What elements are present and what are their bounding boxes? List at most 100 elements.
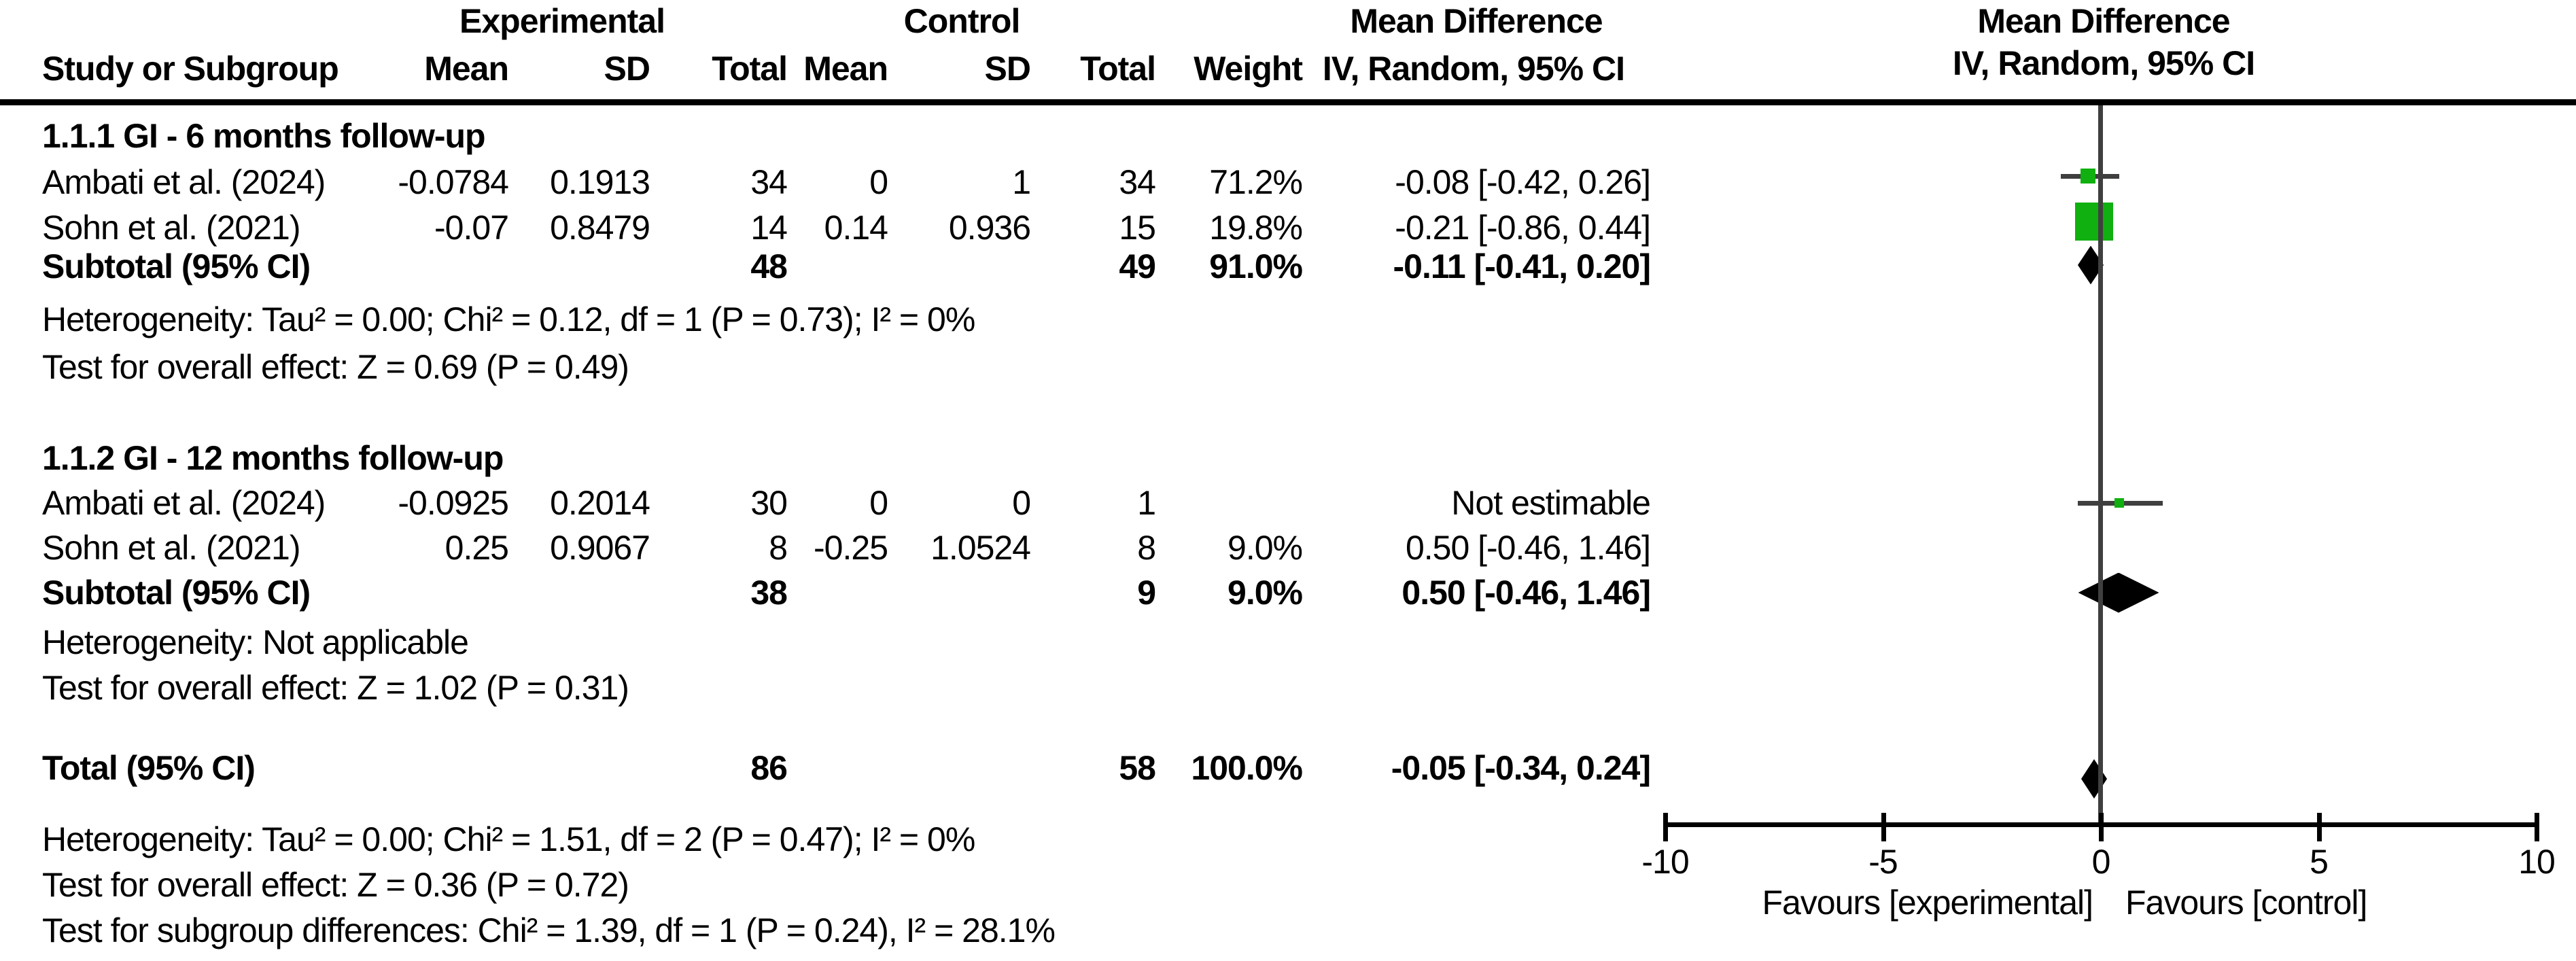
overall-effect-text: Test for overall effect: Z = 1.02 (P = 0…: [42, 669, 629, 707]
ci-text: -0.05 [-0.34, 0.24]: [1391, 749, 1651, 787]
study-row: Sohn et al. (2021) -0.07 0.8479 14 0.14 …: [0, 205, 2576, 250]
heterogeneity-text: Heterogeneity: Tau² = 0.00; Chi² = 1.51,…: [42, 820, 975, 858]
heterogeneity-line: Heterogeneity: Not applicable: [0, 620, 2576, 665]
study-row: Ambati et al. (2024) -0.0925 0.2014 30 0…: [0, 480, 2576, 525]
subgroup-differences-line: Test for subgroup differences: Chi² = 1.…: [0, 908, 2576, 953]
axis-tick-label: -5: [1868, 843, 1898, 881]
plot-subtitle: IV, Random, 95% CI: [1952, 44, 2255, 82]
subgroup-heading: 1.1.2 GI - 12 months follow-up: [0, 436, 2576, 480]
favours-experimental-label: Favours [experimental]: [1762, 884, 2093, 922]
ci-text: Not estimable: [1451, 484, 1651, 522]
subgroup-differences-text: Test for subgroup differences: Chi² = 1.…: [42, 911, 1056, 949]
sd-exp: 0.2014: [550, 484, 650, 522]
axis-tick-label: 0: [2091, 843, 2111, 881]
ci-text: 0.50 [-0.46, 1.46]: [1402, 574, 1651, 612]
weight: 9.0%: [1228, 529, 1303, 567]
study-label: Ambati et al. (2024): [42, 484, 326, 522]
ci-text: -0.11 [-0.41, 0.20]: [1393, 247, 1651, 285]
mean-ctl: -0.25: [814, 529, 888, 567]
total-ctl: 1: [1137, 484, 1156, 522]
total-row: Total (95% CI) 86 58 100.0% -0.05 [-0.34…: [0, 746, 2576, 790]
total-ctl: 9: [1137, 574, 1156, 612]
heterogeneity-text: Heterogeneity: Not applicable: [42, 623, 469, 661]
total-exp: 8: [769, 529, 788, 567]
mean-ctl: 0: [869, 163, 888, 201]
sd-exp: 0.1913: [550, 163, 650, 201]
weight: 19.8%: [1209, 209, 1303, 247]
heterogeneity-line: Heterogeneity: Tau² = 0.00; Chi² = 1.51,…: [0, 817, 2576, 862]
total-exp: 38: [750, 574, 788, 612]
total-ctl: 8: [1137, 529, 1156, 567]
overall-effect-text: Test for overall effect: Z = 0.69 (P = 0…: [42, 348, 629, 386]
overall-effect-line: Test for overall effect: Z = 1.02 (P = 0…: [0, 665, 2576, 710]
axis-tick: [2316, 813, 2322, 841]
overall-effect-line: Test for overall effect: Z = 0.69 (P = 0…: [0, 345, 2576, 389]
effect-measure-header: Mean Difference: [1350, 2, 1603, 40]
ci-text: -0.21 [-0.86, 0.44]: [1395, 209, 1651, 247]
weight: 71.2%: [1209, 163, 1303, 201]
study-row: Ambati et al. (2024) -0.0784 0.1913 34 0…: [0, 160, 2576, 205]
sd-ctl: 1.0524: [930, 529, 1031, 567]
study-label: Ambati et al. (2024): [42, 163, 326, 201]
total-exp: 30: [750, 484, 788, 522]
heterogeneity-text: Heterogeneity: Tau² = 0.00; Chi² = 0.12,…: [42, 300, 975, 338]
total-exp: 34: [750, 163, 788, 201]
study-point-square: [2075, 203, 2113, 241]
total-ctl: 34: [1119, 163, 1156, 201]
col-sd-exp: SD: [604, 50, 650, 88]
subgroup-heading-label: 1.1.1 GI - 6 months follow-up: [42, 117, 486, 155]
axis-tick: [2535, 813, 2539, 841]
subgroup-heading: 1.1.1 GI - 6 months follow-up: [0, 113, 2576, 158]
axis-tick: [1881, 813, 1886, 841]
mean-ctl: 0: [869, 484, 888, 522]
study-label: Sohn et al. (2021): [42, 209, 300, 247]
col-ci: IV, Random, 95% CI: [1322, 50, 1625, 88]
col-mean-ctl: Mean: [803, 50, 888, 88]
col-total-ctl: Total: [1080, 50, 1156, 88]
subtotal-row: Subtotal (95% CI) 48 49 91.0% -0.11 [-0.…: [0, 244, 2576, 289]
mean-exp: -0.07: [434, 209, 509, 247]
mean-exp: -0.0925: [398, 484, 509, 522]
sd-exp: 0.8479: [550, 209, 650, 247]
favours-control-label: Favours [control]: [2125, 884, 2367, 922]
total-ctl: 49: [1119, 247, 1156, 285]
sd-ctl: 0.936: [948, 209, 1031, 247]
subgroup-heading-label: 1.1.2 GI - 12 months follow-up: [42, 439, 504, 477]
subtotal-label: Subtotal (95% CI): [42, 247, 311, 285]
heterogeneity-line: Heterogeneity: Tau² = 0.00; Chi² = 0.12,…: [0, 297, 2576, 342]
overall-effect-text: Test for overall effect: Z = 0.36 (P = 0…: [42, 866, 629, 904]
axis-tick: [1663, 813, 1668, 841]
total-exp: 86: [750, 749, 788, 787]
overall-effect-line: Test for overall effect: Z = 0.36 (P = 0…: [0, 862, 2576, 907]
axis-tick: [2099, 813, 2104, 841]
sd-ctl: 0: [1012, 484, 1031, 522]
col-weight: Weight: [1194, 50, 1303, 88]
study-row: Sohn et al. (2021) 0.25 0.9067 8 -0.25 1…: [0, 525, 2576, 570]
axis-tick-label: -10: [1641, 843, 1689, 881]
weight: 9.0%: [1228, 574, 1303, 612]
zero-effect-line: [2098, 105, 2103, 827]
header-rule: [0, 99, 2576, 105]
ci-text: 0.50 [-0.46, 1.46]: [1405, 529, 1651, 567]
total-exp: 48: [750, 247, 788, 285]
subtotal-row: Subtotal (95% CI) 38 9 9.0% 0.50 [-0.46,…: [0, 570, 2576, 615]
plot-title: Mean Difference: [1977, 2, 2230, 40]
sd-exp: 0.9067: [550, 529, 650, 567]
control-group-header: Control: [903, 2, 1021, 40]
col-study: Study or Subgroup: [42, 50, 339, 88]
weight: 91.0%: [1209, 247, 1303, 285]
sd-ctl: 1: [1012, 163, 1031, 201]
total-ctl: 15: [1119, 209, 1156, 247]
mean-ctl: 0.14: [824, 209, 888, 247]
total-label: Total (95% CI): [42, 749, 256, 787]
col-total-exp: Total: [712, 50, 788, 88]
study-point-square: [2081, 169, 2095, 184]
subtotal-label: Subtotal (95% CI): [42, 574, 311, 612]
weight: 100.0%: [1191, 749, 1303, 787]
mean-exp: 0.25: [445, 529, 509, 567]
total-exp: 14: [750, 209, 788, 247]
axis-tick-label: 10: [2518, 843, 2556, 881]
ci-text: -0.08 [-0.42, 0.26]: [1395, 163, 1651, 201]
total-ctl: 58: [1119, 749, 1156, 787]
